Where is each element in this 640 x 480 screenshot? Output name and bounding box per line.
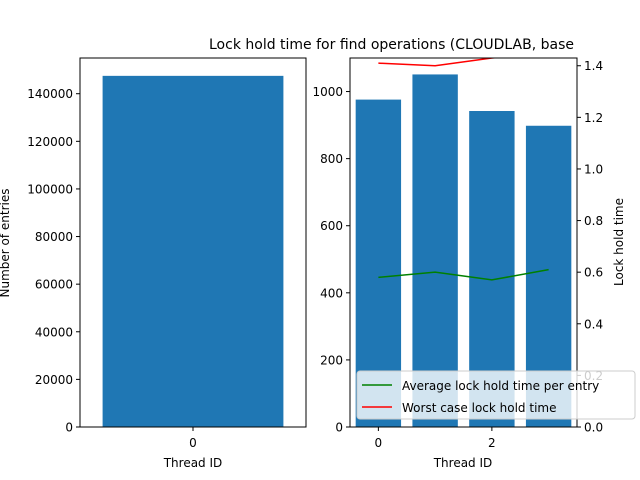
left-y-tick-label: 60000 [35, 278, 73, 292]
right-y2-tick-label: 1.0 [584, 162, 603, 176]
left-y-tick-label: 40000 [35, 325, 73, 339]
left-bar-thread-0 [102, 75, 284, 428]
left-y-tick-label: 0 [65, 421, 73, 435]
right-y-tick-label: 0 [335, 421, 343, 435]
left-x-tick-label: 0 [189, 436, 197, 450]
left-y-tick-label: 80000 [35, 230, 73, 244]
left-y-ticks: 0 20000 40000 60000 80000 100000 120000 140000 [27, 87, 80, 435]
left-x-axis-label: Thread ID [163, 456, 223, 470]
left-y-tick-label: 120000 [27, 135, 73, 149]
left-y-tick-label: 20000 [35, 373, 73, 387]
average-lock-hold-time-line [378, 268, 549, 281]
legend-label-average: Average lock hold time per entry [402, 379, 599, 393]
left-plot: 020000400006000080000100000120000140000 … [0, 57, 307, 470]
right-y2-tick-label: 0.0 [584, 421, 603, 435]
left-y-tick-label: 140000 [27, 87, 73, 101]
right-y-ticks: 0 200 400 600 800 1000 [312, 85, 350, 435]
right-x-axis-label: Thread ID [433, 456, 493, 470]
right-y-tick-label: 600 [320, 219, 343, 233]
right-plot-frame [349, 57, 578, 428]
legend-label-worst-case: Worst case lock hold time [402, 401, 556, 415]
legend: Average lock hold time per entry Worst c… [356, 370, 636, 420]
right-y2-tick-label: 0.6 [584, 266, 603, 280]
right-y-tick-label: 400 [320, 286, 343, 300]
chart-title: Lock hold time for find operations (CLOU… [209, 37, 574, 53]
right-y2-tick-label: 1.2 [584, 111, 603, 125]
left-y-tick-label: 100000 [27, 182, 73, 196]
right-y-tick-label: 200 [320, 353, 343, 367]
right-y2-axis-label: Lock hold time [612, 198, 626, 286]
right-y2-tick-label: 0.8 [584, 214, 603, 228]
legend-box [356, 370, 636, 420]
left-y-axis-label: Number of entries [0, 189, 12, 298]
right-y2-tick-label: 0.4 [584, 317, 603, 331]
right-y2-tick-label: 1.4 [584, 59, 603, 73]
right-x-tick-label: 0 [375, 436, 383, 450]
worst-case-lock-hold-time-line [378, 58, 501, 67]
left-bars [102, 75, 284, 428]
right-lines [378, 58, 549, 281]
right-bar-thread-1 [412, 74, 458, 428]
right-x-tick-label: 2 [488, 436, 496, 450]
right-y-tick-label: 800 [320, 152, 343, 166]
left-x-ticks: 0 [189, 427, 197, 450]
right-y-tick-label: 1000 [312, 85, 343, 99]
